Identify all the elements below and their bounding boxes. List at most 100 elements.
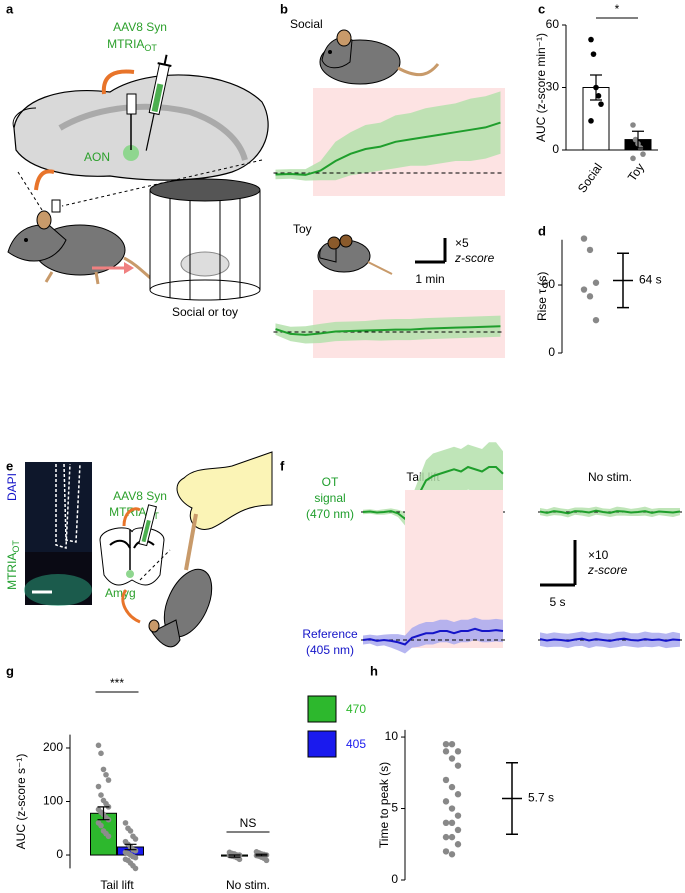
- panel-label: c: [538, 1, 545, 16]
- data-dot: [98, 792, 104, 798]
- histology-image: [24, 462, 92, 606]
- stain-label: MTRIAOT: [5, 540, 21, 590]
- data-dot: [448, 740, 456, 748]
- trace-label: signal: [314, 491, 345, 505]
- virus-line: MTRIA: [107, 37, 144, 51]
- y-axis-label: AUC (z-score s⁻¹): [14, 754, 28, 850]
- y-tick-label: 10: [385, 729, 399, 743]
- data-dot: [588, 36, 594, 43]
- data-dot: [442, 776, 450, 784]
- data-dot: [263, 857, 270, 864]
- data-dot: [586, 246, 594, 254]
- data-dot: [454, 812, 462, 819]
- data-dot: [98, 822, 104, 829]
- mouse-illustration: [7, 169, 161, 287]
- trace-line: [362, 465, 504, 521]
- data-dot: [98, 750, 104, 757]
- mean-label: 64 s: [639, 273, 662, 287]
- data-dot: [448, 805, 456, 812]
- coronal-section: [99, 504, 165, 586]
- data-dot: [590, 51, 597, 57]
- y-tick-label: 30: [546, 80, 560, 94]
- trace-label: OT: [322, 475, 339, 489]
- error-bar: [124, 843, 137, 851]
- cage-illustration: [149, 178, 261, 301]
- legend-label: 405: [346, 737, 366, 751]
- data-dot: [448, 819, 456, 827]
- data-dot: [598, 101, 604, 107]
- significance-label: ***: [110, 676, 124, 690]
- y-axis-label: AUC (z-score min⁻¹): [534, 33, 548, 142]
- scale-label: z-score: [587, 563, 628, 577]
- data-dot: [132, 865, 139, 872]
- data-dot: [454, 748, 462, 755]
- stain-subscript: OT: [11, 540, 21, 553]
- data-dot: [442, 740, 450, 748]
- data-dot: [630, 155, 636, 162]
- trace-label: Reference: [302, 627, 358, 641]
- panel-label: b: [280, 1, 288, 16]
- y-tick-label: 200: [43, 740, 63, 754]
- data-dot: [122, 820, 129, 826]
- tail-lift-illustration: [121, 451, 273, 648]
- column-header: No stim.: [588, 470, 632, 484]
- y-tick-label: 60: [542, 277, 556, 291]
- data-dot: [454, 791, 462, 798]
- error-bar: [228, 854, 241, 858]
- y-tick-label: 0: [391, 872, 398, 886]
- cage-label: Social or toy: [172, 305, 238, 319]
- legend-swatch: [307, 730, 337, 758]
- data-dot: [630, 122, 636, 128]
- toy-mouse-illustration: [317, 234, 393, 275]
- x-tick-label: Tail lift: [100, 878, 134, 892]
- data-dot: [588, 118, 594, 124]
- data-dot: [640, 151, 646, 157]
- y-axis-label: Rise τ (s): [535, 272, 549, 321]
- region-label: Amyg: [105, 586, 136, 600]
- error-band: [275, 91, 501, 181]
- panel-label: g: [6, 663, 14, 678]
- error-bar: [255, 853, 268, 857]
- trace-title: Toy: [293, 222, 312, 236]
- x-tick-label: Toy: [625, 161, 647, 184]
- y-tick-label: 60: [546, 17, 560, 31]
- legend-swatch: [307, 695, 337, 723]
- scale-label: 5 s: [549, 595, 565, 609]
- data-dot: [132, 854, 139, 861]
- data-dot: [442, 819, 450, 827]
- data-dot: [448, 833, 456, 841]
- significance-label: NS: [240, 816, 257, 830]
- data-dot: [448, 755, 456, 762]
- y-axis-label: Time to peak (s): [377, 762, 391, 848]
- stain-label: DAPI: [5, 473, 19, 501]
- data-dot: [132, 836, 139, 842]
- social-mouse-illustration: [319, 29, 440, 85]
- region-label: AON: [84, 150, 110, 164]
- data-dot: [592, 279, 600, 286]
- error-bar: [632, 130, 644, 149]
- data-dot: [100, 766, 107, 773]
- virus-label: MTRIAOT: [107, 37, 157, 53]
- trace-line: [275, 325, 501, 336]
- data-dot: [105, 777, 112, 783]
- scale-label: ×5: [455, 236, 469, 250]
- data-dot: [595, 93, 602, 99]
- y-tick-label: 5: [391, 801, 398, 815]
- data-dot: [448, 851, 456, 858]
- y-tick-label: 0: [548, 345, 555, 359]
- legend-label: 470: [346, 702, 366, 716]
- virus-subscript: OT: [144, 43, 157, 53]
- data-dot: [632, 136, 639, 143]
- data-dot: [105, 833, 112, 840]
- panel-label: a: [6, 1, 14, 16]
- virus-line: AAV8 Syn: [113, 20, 167, 34]
- data-dot: [580, 286, 588, 293]
- y-tick-label: 0: [552, 142, 559, 156]
- data-dot: [586, 293, 594, 300]
- trace-line: [539, 509, 681, 515]
- virus-label: AAV8 Syn: [113, 20, 167, 34]
- data-dot: [95, 783, 102, 790]
- trace-label: (470 nm): [306, 507, 354, 521]
- scale-label: ×10: [588, 548, 609, 562]
- data-dot: [132, 847, 139, 854]
